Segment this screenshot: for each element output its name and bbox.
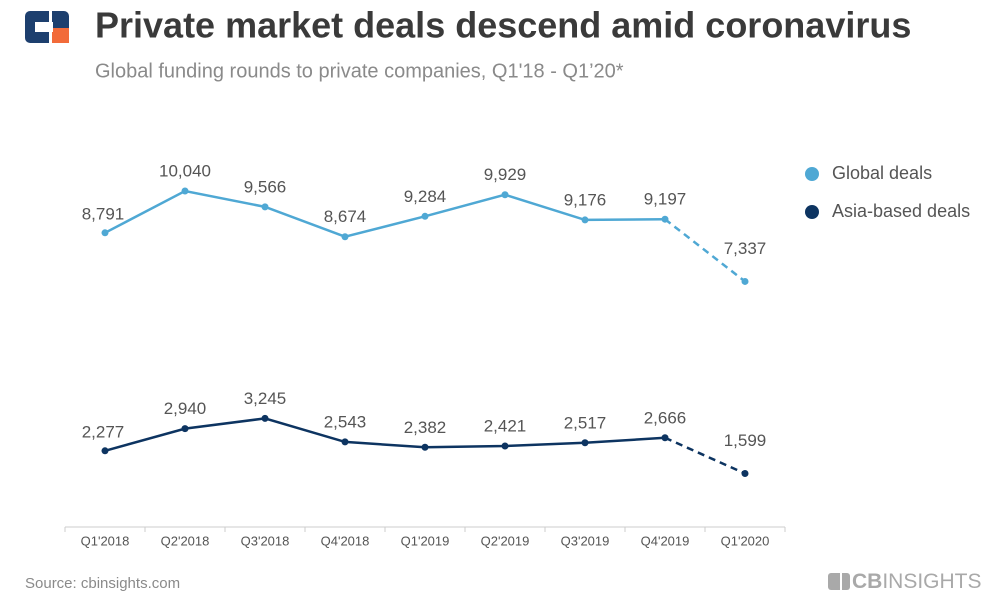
data-label: 9,176 [564,190,607,209]
x-tick-label: Q2'2018 [161,533,210,548]
x-tick-label: Q4'2019 [641,533,690,548]
point [501,442,509,450]
source: Source: cbinsights.com [25,575,180,592]
data-label: 8,674 [324,207,367,226]
data-label: 8,791 [82,204,125,223]
brand-light: INSIGHTS [882,570,981,593]
legend-label: Asia-based deals [832,201,970,221]
x-tick-label: Q1'2018 [81,533,130,548]
legend-label: Global deals [832,163,932,183]
data-label: 2,666 [644,408,687,427]
x-tick-label: Q2'2019 [481,533,530,548]
data-label: 9,284 [404,187,447,206]
line-dashed [664,436,746,475]
data-label: 2,940 [164,399,207,418]
data-label: 9,197 [644,190,687,209]
chart-title: Private market deals descend amid corona… [95,5,911,46]
data-label: 3,245 [244,389,287,408]
point [741,277,749,285]
point [341,233,349,241]
point [261,203,269,211]
data-label: 9,929 [484,165,527,184]
brand: CBINSIGHTS [828,570,982,593]
x-tick-label: Q3'2019 [561,533,610,548]
point [661,434,669,442]
x-tick-label: Q4'2018 [321,533,370,548]
data-label: 1,599 [724,431,767,450]
point [421,443,429,451]
x-tick-label: Q1'2019 [401,533,450,548]
data-label: 2,421 [484,416,527,435]
x-tick-label: Q1'2020 [721,533,770,548]
data-label: 2,543 [324,412,367,431]
point [661,215,669,223]
point [261,414,269,422]
point [101,447,109,455]
data-label: 10,040 [159,161,211,180]
point [101,229,109,237]
data-label: 2,517 [564,413,607,432]
data-label: 2,277 [82,422,125,441]
point [421,212,429,220]
legend-marker [805,205,819,219]
data-label: 2,382 [404,418,447,437]
point [581,216,589,224]
x-tick-label: Q3'2018 [241,533,290,548]
brand-logo: CBINSIGHTS [852,570,982,593]
legend-marker [805,167,819,181]
brand-bold: CB [852,570,882,593]
logo [25,11,69,43]
point [581,439,589,447]
data-label: 7,337 [724,239,767,258]
line [104,417,666,453]
point [181,187,189,195]
data-label: 9,566 [244,177,287,196]
point [181,425,189,433]
point [741,469,749,477]
point [341,438,349,446]
line-dashed [664,218,746,283]
chart-subtitle: Global funding rounds to private compani… [95,60,624,82]
point [501,191,509,199]
line [104,189,666,239]
